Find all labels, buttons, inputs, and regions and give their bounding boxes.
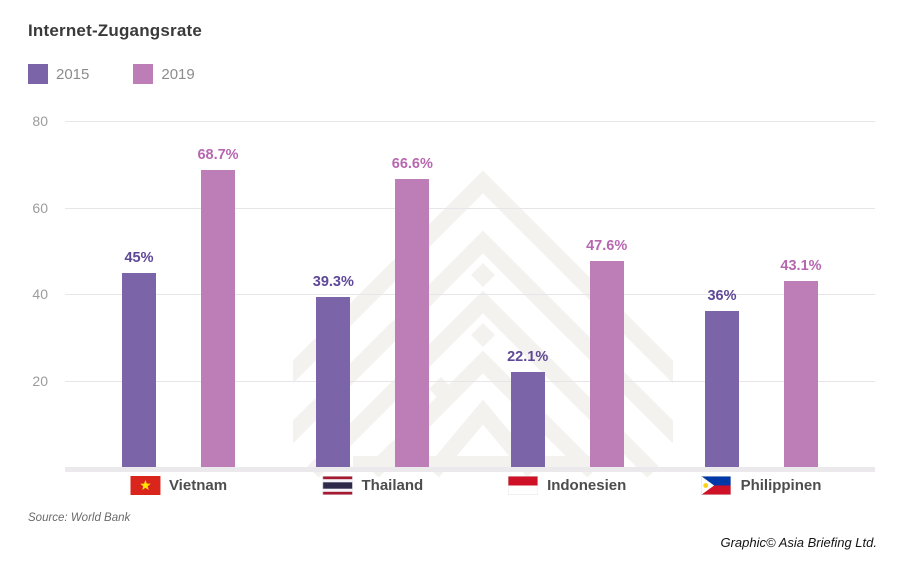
value-label-2015-philippinen: 36% [707,288,737,305]
value-label-2015-vietnam: 45% [124,249,154,266]
indonesien-flag-icon [508,476,539,495]
page-title: Internet-Zugangsrate [28,21,203,40]
gridline-80 [65,121,875,123]
x-axis-item-thailand: Thailand [322,476,423,495]
legend-item-2015: 2015 [28,64,89,84]
y-tick-label-60: 60 [32,199,48,216]
value-label-2019-thailand: 66.6% [391,156,433,173]
x-axis-baseline [65,467,875,472]
philippinen-flag-icon [701,476,732,495]
y-tick-label-40: 40 [32,286,48,303]
legend-label-2015: 2015 [56,65,90,83]
bar-2015-philippinen [704,311,739,467]
bar-2019-thailand [395,179,430,467]
bar-2019-vietnam [201,170,235,467]
value-label-2019-indonesien: 47.6% [586,238,628,255]
value-label-2015-thailand: 39.3% [312,274,354,291]
y-tick-label-20: 20 [32,372,48,389]
bar-2015-vietnam [122,272,156,467]
value-label-2015-indonesien: 22.1% [507,348,549,365]
x-axis-label-vietnam: Vietnam [168,477,228,494]
bar-2019-indonesien [589,261,624,467]
vietnam-flag-icon [129,476,160,495]
y-tick-label-80: 80 [32,113,48,130]
gridline-40 [65,294,875,296]
gridline-60 [65,207,875,209]
source-note: Source: World Bank [28,512,131,524]
x-axis-item-indonesien: Indonesien [508,476,626,495]
legend-swatch-2015 [28,64,48,84]
x-axis-label-indonesien: Indonesien [547,477,627,494]
x-axis: Vietnam Thailand Indonesien Philippinen [0,476,900,498]
gridline-20 [65,380,875,382]
bar-2015-thailand [316,297,351,467]
x-axis-item-philippinen: Philippinen [701,476,822,495]
bar-2019-philippinen [783,280,818,467]
legend-item-2019: 2019 [133,64,195,84]
x-axis-item-vietnam: Vietnam [129,476,228,495]
chart-legend: 2015 2019 [28,64,195,84]
x-axis-label-thailand: Thailand [361,477,424,494]
legend-label-2019: 2019 [161,65,195,83]
value-label-2019-vietnam: 68.7% [197,147,239,164]
value-label-2019-philippinen: 43.1% [780,257,822,274]
plot-area: 20 40 60 80 45% 39.3% 22.1% 36% 68.7% 66.6% 47.6% 4… [32,105,875,477]
legend-swatch-2019 [133,64,154,84]
credit-note: Graphic© Asia Briefing Ltd. [720,535,877,550]
x-axis-label-philippinen: Philippinen [740,477,822,494]
thailand-flag-icon [322,476,353,495]
bar-2015-indonesien [510,371,545,467]
